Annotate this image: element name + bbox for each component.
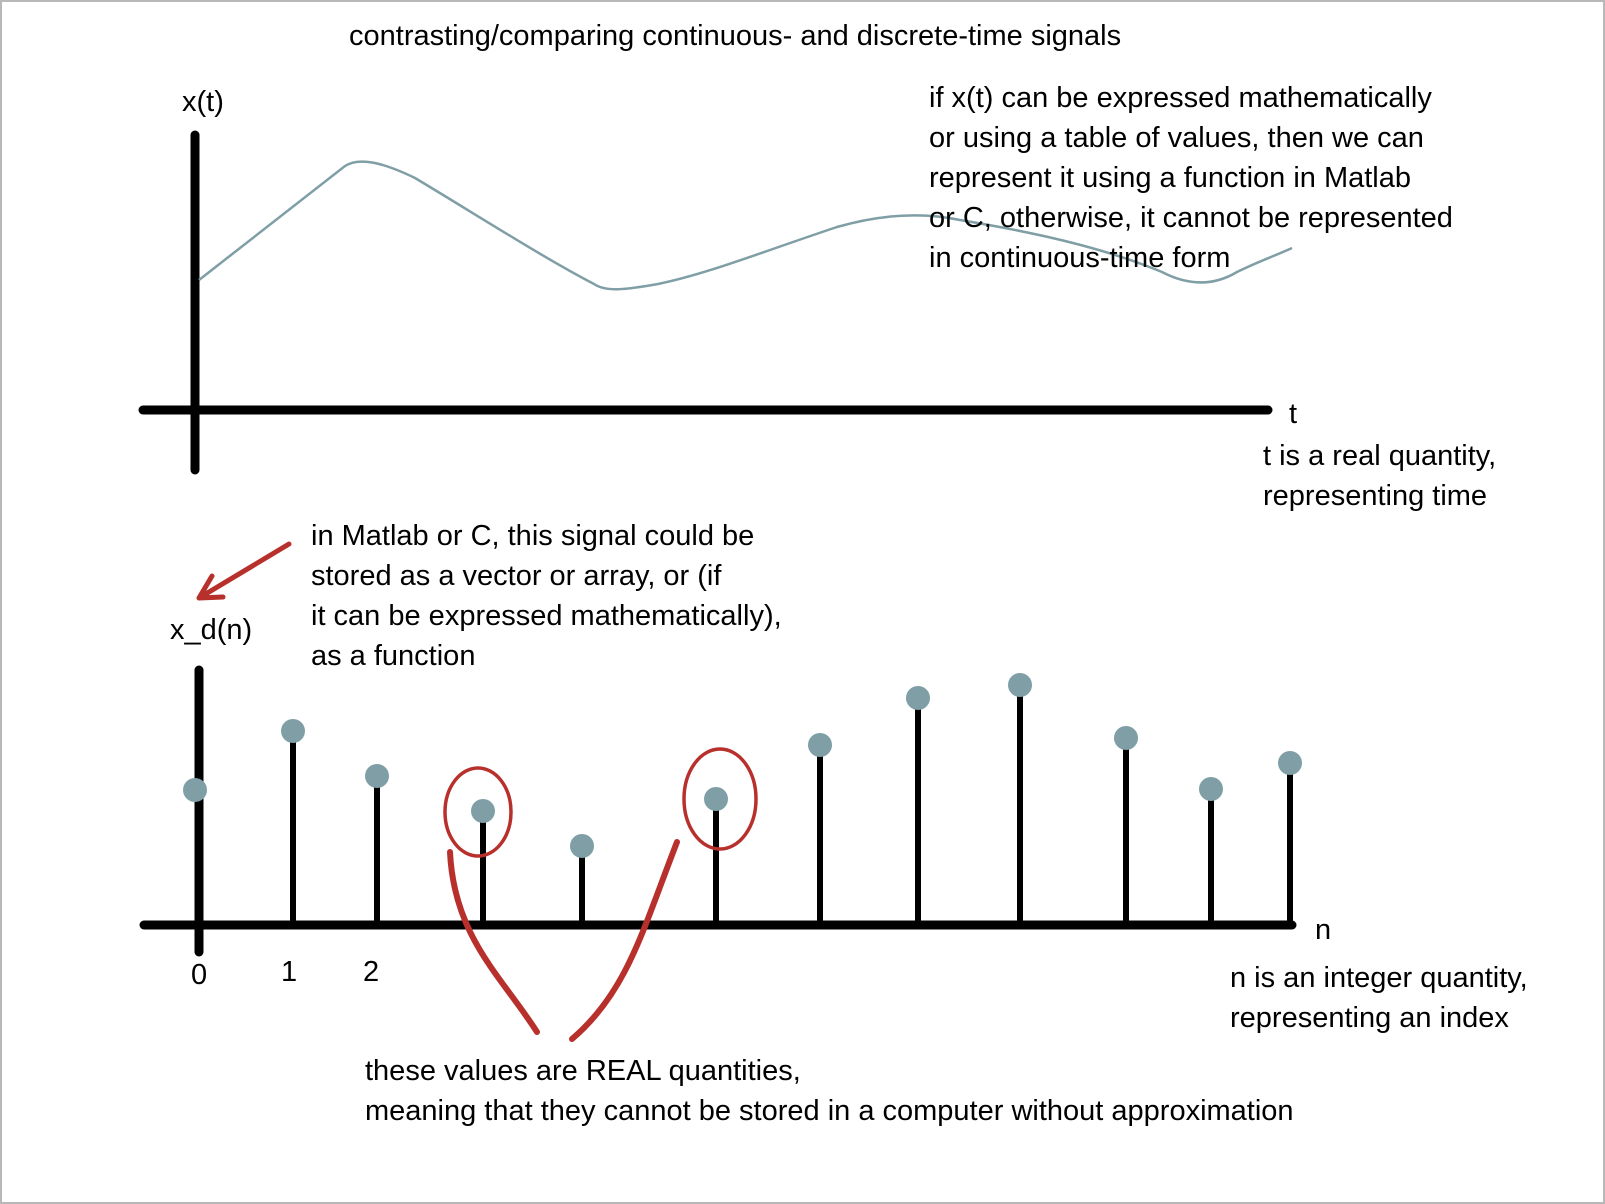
real-values-note: these values are REAL quantities, meanin… xyxy=(365,1051,1294,1131)
diagram-title: contrasting/comparing continuous- and di… xyxy=(349,20,1122,52)
tick-label-0: 0 xyxy=(191,959,208,991)
continuous-y-label: x(t) xyxy=(182,86,224,118)
note-line: n is an integer quantity, xyxy=(1230,962,1528,994)
n-axis-note: n is an integer quantity, representing a… xyxy=(1230,958,1528,1038)
pointer-curve-left xyxy=(447,849,540,1035)
note-line: if x(t) can be expressed mathematically xyxy=(929,82,1432,114)
highlight-circle-sample-5 xyxy=(682,747,758,851)
note-line: in continuous-time form xyxy=(929,242,1231,274)
sample-point xyxy=(281,719,305,743)
highlight-circle-sample-3 xyxy=(443,766,513,858)
note-line: or using a table of values, then we can xyxy=(929,122,1424,154)
sample-point xyxy=(1199,777,1223,801)
sample-point xyxy=(1008,673,1032,697)
pointer-curve-right xyxy=(569,839,680,1042)
continuous-x-label: t xyxy=(1289,398,1298,430)
note-line: these values are REAL quantities, xyxy=(365,1055,801,1087)
note-line: or C, otherwise, it cannot be represente… xyxy=(929,202,1453,234)
discrete-samples xyxy=(183,673,1302,923)
discrete-y-label: x_d(n) xyxy=(170,614,253,646)
note-line: t is a real quantity, xyxy=(1263,440,1497,472)
sample-point xyxy=(808,733,832,757)
note-line: stored as a vector or array, or (if xyxy=(311,560,722,592)
note-line: meaning that they cannot be stored in a … xyxy=(365,1095,1294,1127)
note-line: it can be expressed mathematically), xyxy=(311,600,782,632)
sample-point xyxy=(570,834,594,858)
sample-point xyxy=(365,764,389,788)
note-line: representing an index xyxy=(1230,1002,1509,1034)
sample-point xyxy=(183,778,207,802)
sample-point xyxy=(1114,726,1138,750)
note-line: represent it using a function in Matlab xyxy=(929,162,1411,194)
note-line: representing time xyxy=(1263,480,1488,512)
sample-point xyxy=(906,686,930,710)
continuous-signal-curve xyxy=(198,160,1293,291)
note-line: as a function xyxy=(311,640,476,672)
tick-label-1: 1 xyxy=(281,956,298,988)
tick-label-2: 2 xyxy=(363,956,380,988)
discrete-x-label: n xyxy=(1315,914,1332,946)
arrow-to-discrete-label xyxy=(196,541,292,601)
sample-point xyxy=(704,787,728,811)
continuous-representation-note: if x(t) can be expressed mathematically … xyxy=(929,78,1453,278)
annotation-marks xyxy=(196,541,758,1042)
sample-point xyxy=(471,799,495,823)
sample-point xyxy=(1278,751,1302,775)
note-line: in Matlab or C, this signal could be xyxy=(311,520,755,552)
t-axis-note: t is a real quantity, representing time xyxy=(1263,436,1496,516)
storage-note: in Matlab or C, this signal could be sto… xyxy=(311,516,782,676)
